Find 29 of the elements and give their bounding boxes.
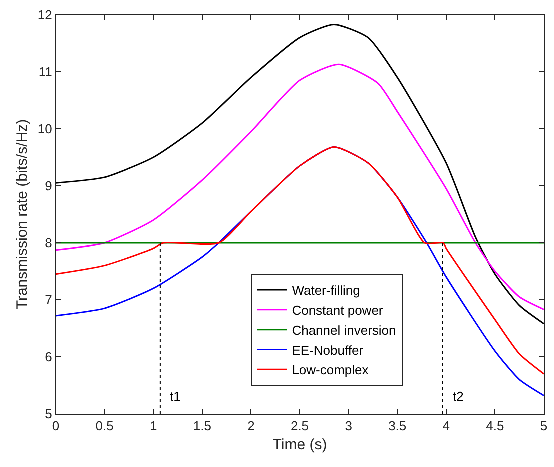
- x-tick-label: 3.5: [388, 418, 407, 434]
- legend-label: Water-filling: [292, 283, 360, 298]
- y-axis-title: Transmission rate (bits/s/Hz): [14, 119, 32, 310]
- x-tick-label: 0.5: [96, 418, 114, 434]
- x-tick-label: 5: [540, 418, 548, 434]
- legend-label: EE-Nobuffer: [292, 342, 364, 358]
- legend-label: Channel inversion: [292, 322, 396, 338]
- x-tick-label: 2.5: [290, 418, 310, 434]
- legend-label: Low-complex: [292, 362, 370, 378]
- x-tick-label: 2: [248, 418, 255, 434]
- legend-label: Constant power: [292, 302, 384, 318]
- y-tick-label: 8: [45, 236, 52, 251]
- x-tick-label: 1: [150, 418, 158, 434]
- x-tick-label: 4.5: [486, 418, 504, 434]
- x-axis-title: Time (s): [272, 436, 328, 454]
- x-tick-label: 0: [52, 418, 60, 434]
- y-tick-label: 11: [38, 64, 52, 80]
- y-tick-label: 9: [45, 178, 52, 194]
- ref-line-label: t2: [453, 389, 464, 404]
- y-tick-label: 10: [38, 122, 52, 137]
- x-tick-label: 3: [345, 418, 352, 434]
- y-tick-label: 12: [38, 8, 52, 23]
- line-series: [56, 24, 544, 325]
- x-tick-label: 1.5: [193, 418, 212, 434]
- y-tick-label: 5: [45, 406, 52, 422]
- ref-line-label: t1: [170, 389, 181, 404]
- y-tick-label: 7: [45, 292, 52, 308]
- x-tick-label: 4: [442, 418, 450, 434]
- y-tick-label: 6: [45, 350, 52, 365]
